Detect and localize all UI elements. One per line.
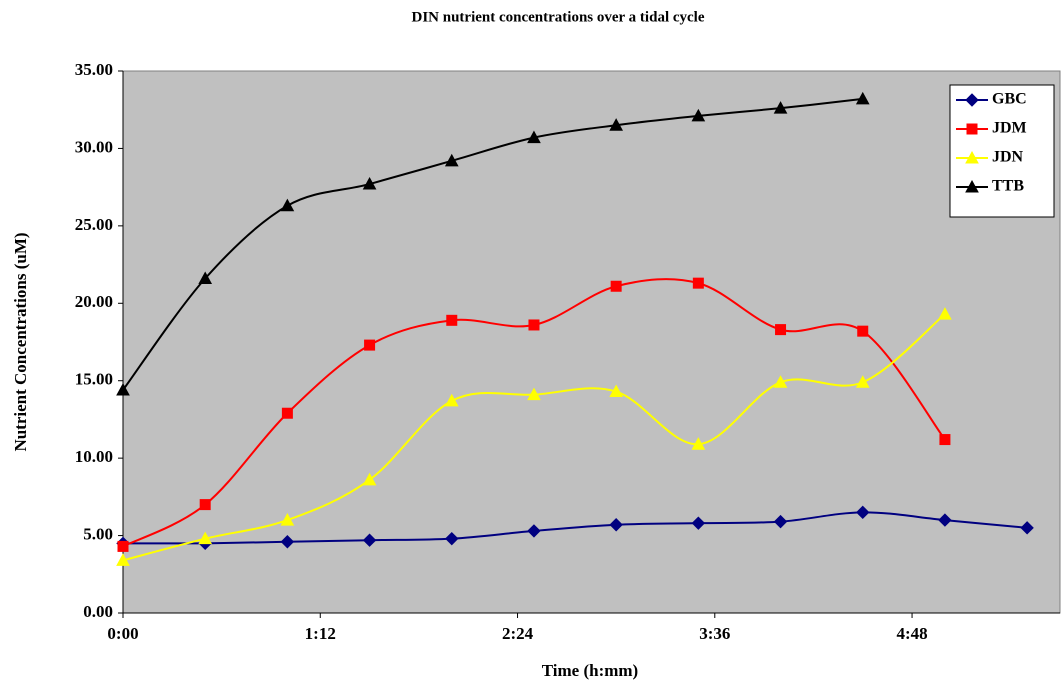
marker [280,513,295,526]
legend: GBC JDM JDN TTB [949,84,1055,218]
marker [965,93,979,107]
chart-title: DIN nutrient concentrations over a tidal… [411,9,704,25]
marker [857,325,869,337]
plot-area [122,70,1061,614]
marker [445,531,459,546]
marker [775,324,787,336]
y-tick-label: 25.00 [75,215,113,234]
marker [773,375,788,388]
y-tick-label: 5.00 [83,524,113,543]
x-tick-label: 1:12 [305,624,336,643]
marker [362,472,377,486]
x-axis-title: Time (h:mm) [542,661,638,680]
marker [281,407,293,419]
marker [609,118,624,131]
legend-label: GBC [992,91,1027,108]
legend-box [949,84,1055,218]
marker [117,540,129,552]
marker [362,533,377,547]
y-axis-title: Nutrient Concentrations (uM) [11,232,30,451]
marker [364,339,376,351]
y-tick-label: 30.00 [75,137,113,156]
marker [691,437,706,450]
legend-label: JDN [992,149,1024,166]
y-tick-label: 20.00 [75,292,113,311]
marker [609,518,623,532]
marker [856,505,870,520]
y-tick-label: 10.00 [75,447,113,466]
marker [773,101,788,114]
marker [938,513,952,527]
marker [773,514,788,529]
marker [855,375,870,388]
legend-label: TTB [992,178,1024,195]
x-tick-label: 2:24 [502,624,534,643]
marker [528,319,540,331]
marker [280,535,295,549]
marker [527,387,541,401]
marker [446,314,458,326]
marker [116,553,130,566]
marker [1020,521,1034,535]
marker [199,499,211,511]
marker [444,393,459,407]
marker [939,434,951,446]
series-line [122,97,863,391]
marker [198,531,213,545]
marker [527,524,541,538]
y-tick-label: 0.00 [83,602,113,621]
marker [198,271,213,285]
legend-label: JDM [992,120,1027,137]
marker [855,91,870,105]
marker [691,108,706,122]
x-tick-label: 0:00 [107,624,138,643]
marker [610,280,622,292]
marker [965,179,979,193]
marker [362,177,377,190]
marker [116,382,130,396]
marker [444,153,459,167]
marker [280,198,295,212]
marker [938,307,952,320]
y-tick-label: 35.00 [75,60,113,79]
x-tick-label: 3:36 [699,624,730,643]
marker [966,123,978,135]
series-line [122,511,1028,545]
marker [609,384,624,398]
marker [692,277,704,289]
x-tick-label: 4:48 [896,624,927,643]
marker [691,516,706,530]
marker [527,130,541,144]
y-tick-label: 15.00 [75,370,113,389]
marker [965,150,979,164]
